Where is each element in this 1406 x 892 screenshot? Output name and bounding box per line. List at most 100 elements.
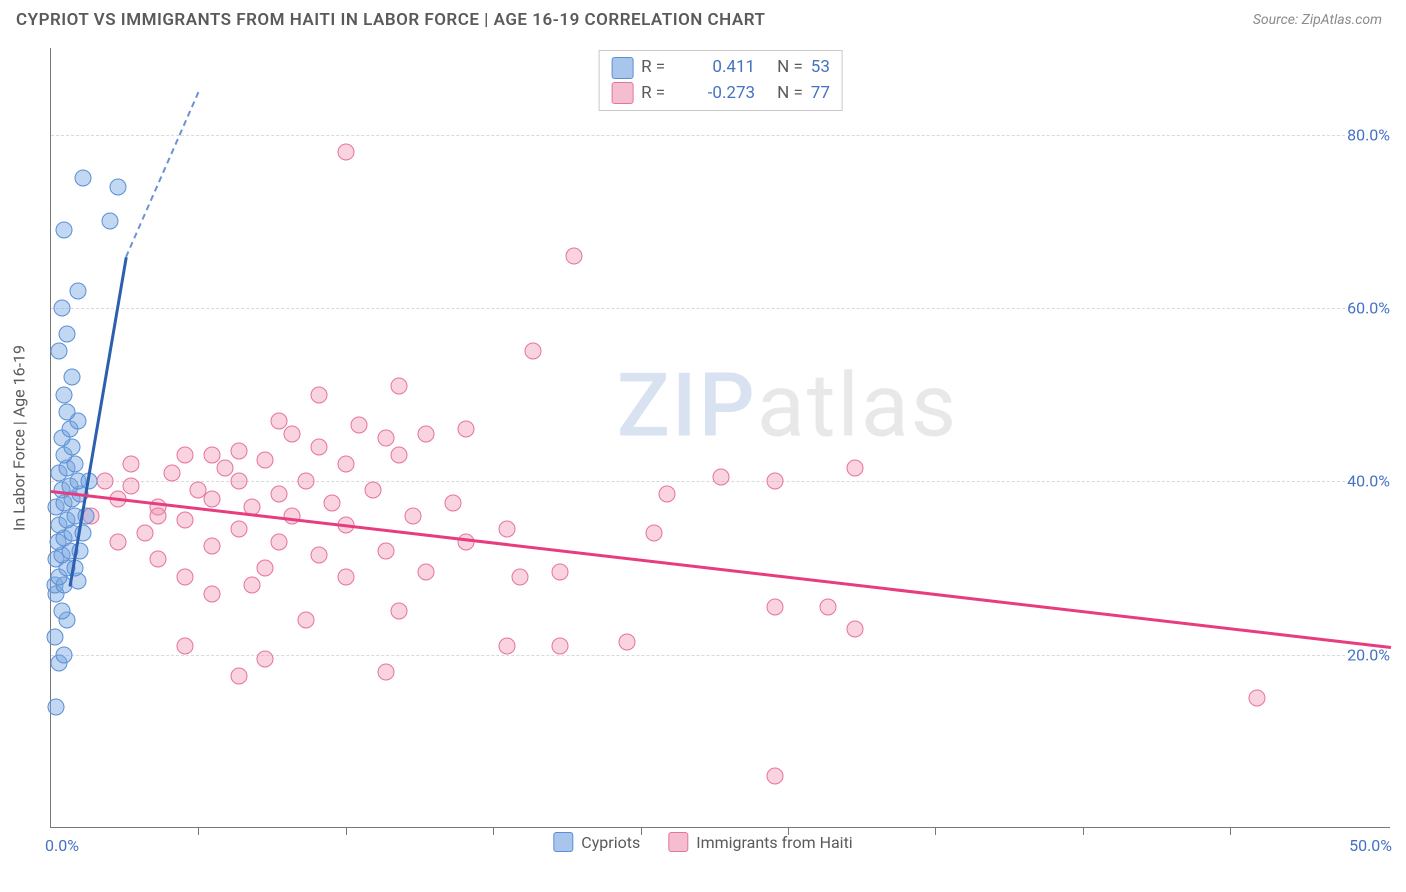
r-label: R = <box>641 55 677 81</box>
r-value: -0.273 <box>685 81 755 107</box>
x-tick <box>1083 827 1084 835</box>
data-point <box>203 586 220 603</box>
r-value: 0.411 <box>685 55 755 81</box>
data-point <box>56 646 73 663</box>
data-point <box>190 482 207 499</box>
data-point <box>56 222 73 239</box>
series-legend: Cypriots Immigrants from Haiti <box>553 832 852 852</box>
data-point <box>391 603 408 620</box>
data-point <box>110 534 127 551</box>
r-label: R = <box>641 81 677 107</box>
data-point <box>766 473 783 490</box>
data-point <box>659 486 676 503</box>
data-point <box>766 768 783 785</box>
data-point <box>498 638 515 655</box>
data-point <box>364 482 381 499</box>
data-point <box>136 525 153 542</box>
data-point <box>163 464 180 481</box>
y-tick-label: 80.0% <box>1345 125 1392 144</box>
data-point <box>59 326 76 343</box>
gridline <box>51 655 1390 656</box>
data-point <box>297 612 314 629</box>
y-tick-label: 40.0% <box>1345 472 1392 491</box>
data-point <box>230 521 247 538</box>
data-point <box>257 560 274 577</box>
data-point <box>404 508 421 525</box>
data-point <box>53 603 70 620</box>
data-point <box>311 547 328 564</box>
data-point <box>177 447 194 464</box>
data-point <box>512 568 529 585</box>
data-point <box>525 343 542 360</box>
legend-row-haiti: R = -0.273 N = 77 <box>611 81 830 107</box>
data-point <box>378 664 395 681</box>
correlation-legend: R = 0.411 N = 53 R = -0.273 N = 77 <box>598 50 843 111</box>
legend-item-cypriots: Cypriots <box>553 832 640 852</box>
swatch-icon <box>668 832 688 852</box>
gridline <box>51 135 1390 136</box>
scatter-plot: In Labor Force | Age 16-19 ZIPatlas 0.0%… <box>50 48 1390 828</box>
data-point <box>177 568 194 585</box>
legend-label: Immigrants from Haiti <box>696 833 852 852</box>
data-point <box>391 447 408 464</box>
data-point <box>59 404 76 421</box>
data-point <box>418 564 435 581</box>
trend-line <box>51 490 1391 649</box>
data-point <box>498 521 515 538</box>
data-point <box>270 534 287 551</box>
data-point <box>324 495 341 512</box>
watermark: ZIPatlas <box>617 355 959 458</box>
data-point <box>1249 690 1266 707</box>
data-point <box>230 668 247 685</box>
x-tick <box>935 827 936 835</box>
data-point <box>230 443 247 460</box>
data-point <box>458 421 475 438</box>
data-point <box>53 300 70 317</box>
data-point <box>257 451 274 468</box>
data-point <box>270 412 287 429</box>
trend-line <box>125 92 199 257</box>
swatch-icon <box>553 832 573 852</box>
data-point <box>96 473 113 490</box>
data-point <box>230 473 247 490</box>
n-value: 77 <box>811 81 830 107</box>
data-point <box>391 378 408 395</box>
data-point <box>177 512 194 529</box>
data-point <box>244 577 261 594</box>
data-point <box>51 343 68 360</box>
data-point <box>150 551 167 568</box>
data-point <box>337 144 354 161</box>
data-point <box>820 599 837 616</box>
data-point <box>110 178 127 195</box>
data-point <box>418 425 435 442</box>
n-value: 53 <box>811 55 830 81</box>
data-point <box>311 386 328 403</box>
data-point <box>69 282 86 299</box>
data-point <box>56 386 73 403</box>
y-axis-title: In Labor Force | Age 16-19 <box>10 344 29 530</box>
legend-item-haiti: Immigrants from Haiti <box>668 832 852 852</box>
source-label: Source: ZipAtlas.com <box>1253 12 1382 28</box>
data-point <box>203 447 220 464</box>
data-point <box>646 525 663 542</box>
data-point <box>847 620 864 637</box>
data-point <box>217 460 234 477</box>
legend-row-cypriots: R = 0.411 N = 53 <box>611 55 830 81</box>
data-point <box>378 430 395 447</box>
data-point <box>257 651 274 668</box>
data-point <box>297 473 314 490</box>
data-point <box>847 460 864 477</box>
data-point <box>270 486 287 503</box>
swatch-icon <box>611 82 633 104</box>
data-point <box>123 456 140 473</box>
x-tick <box>198 827 199 835</box>
data-point <box>177 638 194 655</box>
data-point <box>337 568 354 585</box>
data-point <box>766 599 783 616</box>
data-point <box>445 495 462 512</box>
x-axis-max-label: 50.0% <box>1349 836 1392 855</box>
chart-title: CYPRIOT VS IMMIGRANTS FROM HAITI IN LABO… <box>16 10 765 30</box>
data-point <box>101 213 118 230</box>
x-tick <box>1230 827 1231 835</box>
data-point <box>619 633 636 650</box>
